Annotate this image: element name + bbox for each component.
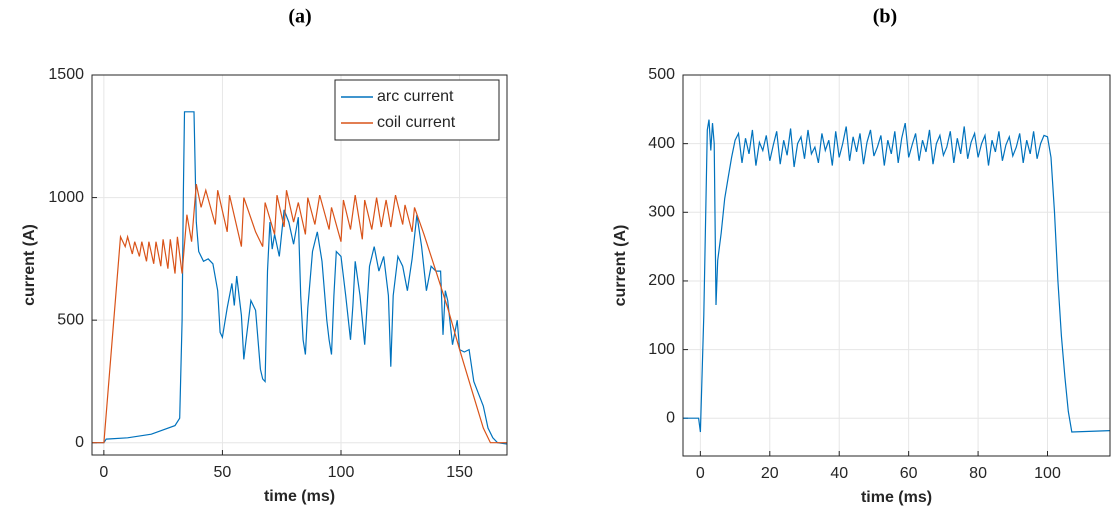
y-tick-label: 500 — [648, 66, 675, 83]
y-tick-label: 1500 — [48, 66, 84, 83]
y-axis-label: current (A) — [21, 224, 38, 306]
x-tick-label: 40 — [830, 465, 848, 482]
legend-label: coil current — [377, 114, 456, 131]
x-tick-label: 0 — [696, 465, 705, 482]
x-tick-label: 100 — [328, 464, 355, 481]
legend-label: arc current — [377, 88, 454, 105]
legend-box — [334, 79, 500, 141]
x-tick-label: 80 — [969, 465, 987, 482]
x-tick-label: 150 — [446, 464, 473, 481]
y-tick-label: 300 — [648, 204, 675, 221]
x-tick-label: 50 — [214, 464, 232, 481]
data-line — [683, 119, 1111, 433]
data-line — [92, 183, 507, 444]
y-tick-label: 200 — [648, 272, 675, 289]
x-tick-label: 100 — [1034, 465, 1061, 482]
data-line — [92, 111, 508, 445]
y-axis-label: current (A) — [612, 225, 629, 307]
chart-title: (b) — [873, 6, 897, 28]
x-tick-label: 0 — [99, 464, 108, 481]
y-tick-label: 0 — [666, 409, 675, 426]
plot-area — [683, 75, 1110, 456]
y-tick-label: 100 — [648, 341, 675, 358]
x-axis-label: time (ms) — [861, 489, 932, 506]
x-tick-label: 60 — [900, 465, 918, 482]
x-axis-label: time (ms) — [264, 488, 335, 505]
x-tick-label: 20 — [761, 465, 779, 482]
axes-box — [91, 74, 508, 456]
y-tick-label: 0 — [75, 434, 84, 451]
y-tick-label: 400 — [648, 135, 675, 152]
y-tick-label: 500 — [57, 311, 84, 328]
axes-box — [682, 74, 1111, 457]
chart-title: (a) — [288, 6, 311, 28]
y-tick-label: 1000 — [48, 189, 84, 206]
